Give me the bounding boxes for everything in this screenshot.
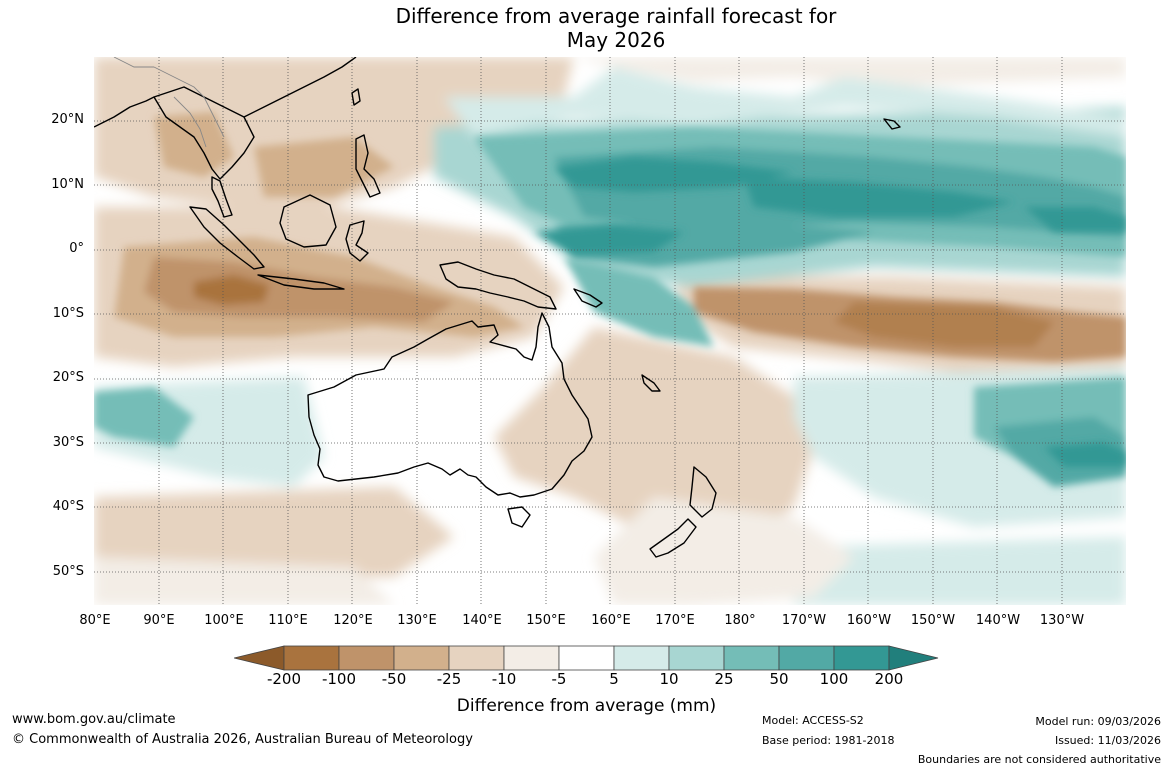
colorbar-swatch-5-10 xyxy=(613,645,670,671)
lon-label-130w: 130°W xyxy=(1039,613,1085,628)
lat-label-10n: 10°N xyxy=(51,177,84,192)
colorbar-swatch-minus200-minus100 xyxy=(283,645,340,671)
title-line-2: May 2026 xyxy=(566,28,666,52)
colorbar-tick: -25 xyxy=(436,670,462,688)
colorbar-tick: 50 xyxy=(769,670,789,688)
colorbar-swatch-minus5-5 xyxy=(558,645,615,671)
coast-sumatra xyxy=(189,206,265,270)
lon-label-150w: 150°W xyxy=(910,613,956,628)
lat-label-40s: 40°S xyxy=(52,499,84,514)
lat-label-50s: 50°S xyxy=(52,564,84,579)
lon-label-160w: 160°W xyxy=(846,613,892,628)
coast-india-east xyxy=(94,96,155,128)
colorbar-swatch-lt-minus200 xyxy=(234,645,285,671)
coast-taiwan xyxy=(351,88,361,106)
copyright-text: © Commonwealth of Australia 2026, Austra… xyxy=(12,732,473,747)
lon-label-170w: 170°W xyxy=(781,613,827,628)
coast-borneo xyxy=(279,194,337,248)
colorbar-swatch-10-25 xyxy=(668,645,725,671)
lat-label-10s: 10°S xyxy=(52,306,84,321)
lon-label-90e: 90°E xyxy=(143,613,175,628)
coast-new-caledonia xyxy=(641,374,661,392)
base-period: Base period: 1981-2018 xyxy=(762,734,895,747)
coast-north-island-nz xyxy=(689,466,717,518)
colorbar-swatch-minus10-minus5 xyxy=(503,645,560,671)
colorbar-swatch-gt-200 xyxy=(888,645,939,671)
colorbar-swatch-minus50-minus25 xyxy=(393,645,450,671)
anomaly-fields-strong xyxy=(534,157,1126,467)
map-title: Difference from average rainfall forecas… xyxy=(0,4,1173,52)
coast-indochina xyxy=(153,86,255,180)
lon-label-100e: 100°E xyxy=(204,613,244,628)
lon-label-140e: 140°E xyxy=(462,613,502,628)
colorbar xyxy=(234,645,939,671)
coast-new-guinea xyxy=(439,261,557,310)
colorbar-tick: 10 xyxy=(659,670,679,688)
colorbar-swatch-100-200 xyxy=(833,645,890,671)
rainfall-anomaly-map xyxy=(94,57,1126,605)
coast-australia xyxy=(307,312,593,498)
title-line-1: Difference from average rainfall forecas… xyxy=(395,4,837,28)
longitude-gridlines xyxy=(158,57,1063,605)
coastlines xyxy=(94,57,901,558)
website-link[interactable]: www.bom.gov.au/climate xyxy=(12,712,176,727)
lat-label-20s: 20°S xyxy=(52,370,84,385)
colorbar-tick: -10 xyxy=(491,670,517,688)
lon-label-140w: 140°W xyxy=(975,613,1021,628)
lon-label-150e: 150°E xyxy=(526,613,566,628)
coast-tasmania xyxy=(507,506,531,528)
lat-label-30s: 30°S xyxy=(52,435,84,450)
country-boundaries xyxy=(113,57,225,148)
lon-label-120e: 120°E xyxy=(333,613,373,628)
coast-solomon-islands xyxy=(573,288,603,308)
colorbar-swatch-50-100 xyxy=(778,645,835,671)
colorbar-tick: -5 xyxy=(551,670,567,688)
model-name: Model: ACCESS-S2 xyxy=(762,714,864,727)
colorbar-swatch-minus25-minus10 xyxy=(448,645,505,671)
lon-label-130e: 130°E xyxy=(397,613,437,628)
coast-hawaii xyxy=(883,118,901,130)
coast-philippines xyxy=(355,134,381,198)
colorbar-tick: 200 xyxy=(874,670,904,688)
colorbar-tick: 5 xyxy=(609,670,619,688)
colorbar-tick: -50 xyxy=(381,670,407,688)
coast-malay-peninsula xyxy=(211,176,233,218)
coast-south-island-nz xyxy=(649,518,697,558)
lon-label-180: 180° xyxy=(724,613,756,628)
colorbar-tick: 25 xyxy=(714,670,734,688)
coast-java xyxy=(257,274,345,290)
lon-label-170e: 170°E xyxy=(655,613,695,628)
colorbar-swatch-minus100-minus50 xyxy=(338,645,395,671)
issued-date: Issued: 11/03/2026 xyxy=(1054,734,1161,747)
coast-sulawesi xyxy=(345,220,369,262)
colorbar-swatch-25-50 xyxy=(723,645,780,671)
colorbar-tick: -200 xyxy=(266,670,302,688)
lon-label-160e: 160°E xyxy=(591,613,631,628)
lat-label-0: 0° xyxy=(69,241,84,256)
boundaries-disclaimer: Boundaries are not considered authoritat… xyxy=(917,753,1161,766)
colorbar-tick: -100 xyxy=(321,670,357,688)
lon-label-110e: 110°E xyxy=(268,613,308,628)
colorbar-title: Difference from average (mm) xyxy=(456,696,717,716)
coast-china xyxy=(243,57,357,118)
lat-label-20n: 20°N xyxy=(51,112,84,127)
lon-label-80e: 80°E xyxy=(79,613,111,628)
colorbar-tick: 100 xyxy=(819,670,849,688)
model-run-date: Model run: 09/03/2026 xyxy=(1035,715,1161,728)
